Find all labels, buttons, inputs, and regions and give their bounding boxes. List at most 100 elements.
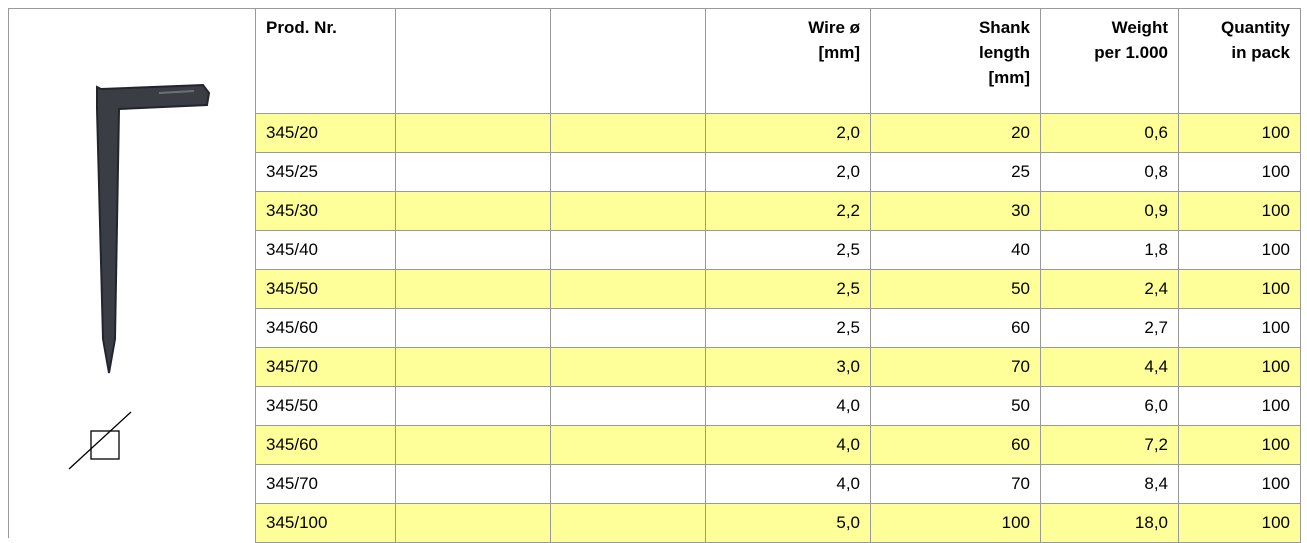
cell (551, 309, 706, 348)
cell: 100 (1179, 231, 1301, 270)
cell: 2,5 (706, 270, 871, 309)
cell: 100 (1179, 426, 1301, 465)
cell: 1,8 (1041, 231, 1179, 270)
header-text: Shank (881, 15, 1030, 40)
cell (551, 426, 706, 465)
cell: 4,0 (706, 426, 871, 465)
cell: 345/70 (256, 465, 396, 504)
header-row: Prod. Nr.Wire ø[mm]Shanklength[mm]Weight… (256, 9, 1301, 114)
cell (396, 192, 551, 231)
page: Prod. Nr.Wire ø[mm]Shanklength[mm]Weight… (0, 0, 1307, 537)
header-text: per 1.000 (1051, 40, 1168, 65)
header-text: Wire ø (716, 15, 860, 40)
cell: 2,5 (706, 231, 871, 270)
cell: 50 (871, 387, 1041, 426)
cell: 4,0 (706, 465, 871, 504)
cell: 100 (1179, 309, 1301, 348)
cell: 100 (1179, 114, 1301, 153)
cell (396, 270, 551, 309)
cell: 20 (871, 114, 1041, 153)
hook-nail (97, 85, 209, 373)
header-text: [mm] (716, 40, 860, 65)
cell: 345/25 (256, 153, 396, 192)
cell: 60 (871, 426, 1041, 465)
cell: 40 (871, 231, 1041, 270)
cell (551, 465, 706, 504)
cell (396, 231, 551, 270)
table-row: 345/202,0200,6100 (256, 114, 1301, 153)
cell: 4,0 (706, 387, 871, 426)
cell: 60 (871, 309, 1041, 348)
cell (396, 153, 551, 192)
cell: 8,4 (1041, 465, 1179, 504)
cell (551, 270, 706, 309)
cell (396, 426, 551, 465)
cell: 25 (871, 153, 1041, 192)
header-cell (551, 9, 706, 114)
cell: 345/60 (256, 426, 396, 465)
cell: 345/70 (256, 348, 396, 387)
cell: 100 (1179, 348, 1301, 387)
cell: 100 (1179, 387, 1301, 426)
header-cell: Wire ø[mm] (706, 9, 871, 114)
header-text: in pack (1189, 40, 1290, 65)
cell (551, 348, 706, 387)
cell: 2,5 (706, 309, 871, 348)
cell: 2,7 (1041, 309, 1179, 348)
cell: 70 (871, 348, 1041, 387)
cell: 70 (871, 465, 1041, 504)
product-image (9, 9, 255, 538)
cell: 50 (871, 270, 1041, 309)
cell: 2,0 (706, 153, 871, 192)
cell: 100 (1179, 153, 1301, 192)
cell (396, 114, 551, 153)
header-text: length (881, 40, 1030, 65)
cell: 4,4 (1041, 348, 1179, 387)
cell: 7,2 (1041, 426, 1179, 465)
cell: 30 (871, 192, 1041, 231)
cell: 6,0 (1041, 387, 1179, 426)
square-slash (69, 412, 131, 469)
cell: 345/30 (256, 192, 396, 231)
cell (551, 153, 706, 192)
header-cell: Prod. Nr. (256, 9, 396, 114)
cell (396, 309, 551, 348)
cell: 2,0 (706, 114, 871, 153)
cell: 345/60 (256, 309, 396, 348)
cell: 345/40 (256, 231, 396, 270)
cell: 0,9 (1041, 192, 1179, 231)
cell (551, 192, 706, 231)
cell (551, 231, 706, 270)
header-cell (396, 9, 551, 114)
cell (396, 348, 551, 387)
cell: 0,8 (1041, 153, 1179, 192)
cell (396, 387, 551, 426)
cell: 2,2 (706, 192, 871, 231)
header-text: Quantity (1189, 15, 1290, 40)
cell: 0,6 (1041, 114, 1179, 153)
header-text: Weight (1051, 15, 1168, 40)
cell: 3,0 (706, 348, 871, 387)
cell: 345/50 (256, 387, 396, 426)
cell: 345/50 (256, 270, 396, 309)
cell: 100 (1179, 192, 1301, 231)
cell (396, 465, 551, 504)
cell: 2,4 (1041, 270, 1179, 309)
product-image-panel (8, 8, 255, 538)
header-text: [mm] (881, 65, 1030, 90)
table-row: 345/50 4,0506,0100 (256, 387, 1301, 426)
cell (551, 387, 706, 426)
cell (551, 114, 706, 153)
